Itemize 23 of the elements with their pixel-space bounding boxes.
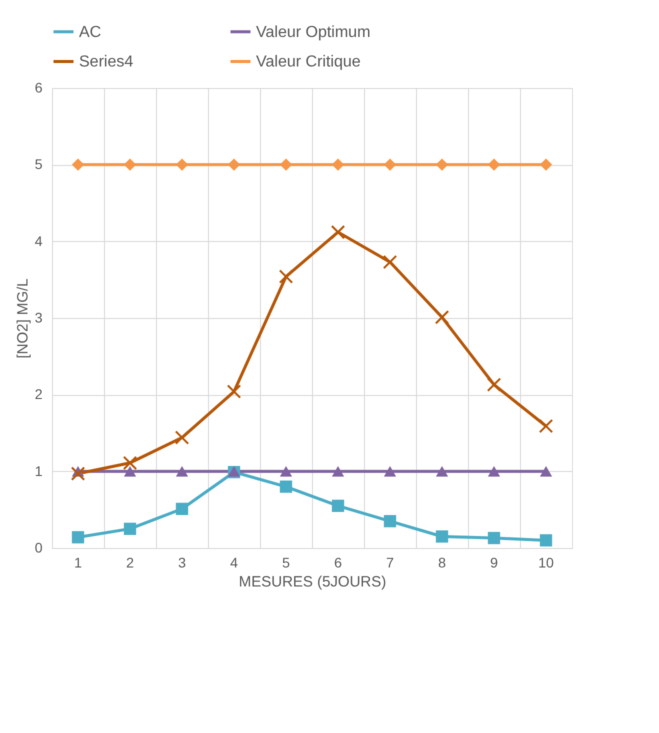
y-tick-label: 0 [34, 540, 43, 556]
y-tick-label: 4 [34, 232, 43, 249]
x-tick-label: 2 [126, 554, 134, 570]
legend-label: AC [79, 24, 102, 41]
x-tick-label: 4 [230, 554, 238, 570]
x-tick-label: 3 [178, 554, 186, 570]
legend-label: Valeur Optimum [256, 24, 370, 41]
legend-label: Valeur Critique [256, 54, 361, 70]
y-tick-label: 3 [34, 310, 43, 326]
x-tick-label: 1 [74, 554, 82, 570]
y-tick-label: 1 [34, 462, 43, 479]
y-tick-label: 6 [34, 80, 43, 96]
y-tick-label: 5 [34, 156, 43, 172]
legend-label: Series4 [79, 54, 134, 70]
x-tick-label: 7 [386, 554, 394, 570]
x-tick-label: 9 [490, 554, 498, 570]
y-tick-label: 2 [34, 386, 43, 402]
y-axis-title: [NO2] MG/L [14, 278, 32, 359]
x-axis-title: MESURES (5JOURS) [238, 574, 386, 590]
x-tick-label: 8 [438, 554, 446, 570]
x-tick-label: 10 [538, 554, 554, 570]
x-tick-label: 5 [282, 554, 290, 570]
x-tick-label: 6 [334, 554, 342, 570]
